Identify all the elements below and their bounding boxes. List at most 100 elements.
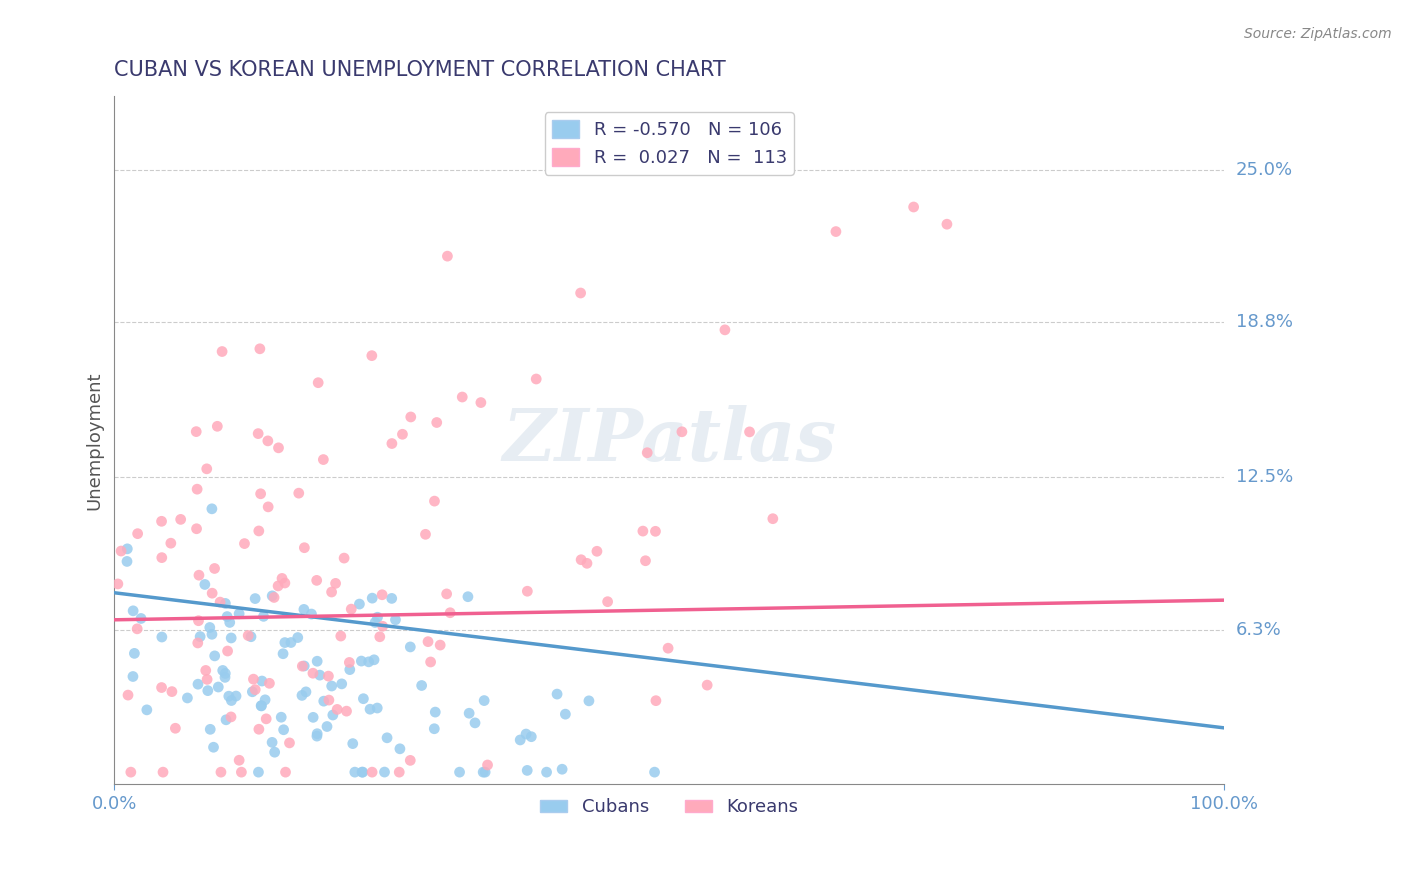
Point — [509, 733, 531, 747]
Point — [305, 729, 328, 743]
Point — [214, 666, 236, 681]
Point — [262, 735, 284, 749]
Point — [291, 689, 314, 703]
Point — [176, 690, 198, 705]
Point — [321, 585, 343, 599]
Point — [371, 588, 394, 602]
Point — [150, 514, 173, 528]
Point — [280, 635, 302, 649]
Point — [363, 653, 385, 667]
Point — [209, 765, 232, 780]
Point — [554, 707, 576, 722]
Text: Source: ZipAtlas.com: Source: ZipAtlas.com — [1244, 27, 1392, 41]
Point — [225, 689, 247, 703]
Text: 12.5%: 12.5% — [1236, 468, 1292, 486]
Point — [247, 723, 270, 737]
Point — [287, 631, 309, 645]
Point — [381, 591, 404, 606]
Point — [903, 200, 925, 214]
Point — [342, 737, 364, 751]
Point — [271, 647, 294, 661]
Point — [124, 646, 146, 660]
Point — [247, 426, 270, 441]
Point — [340, 602, 363, 616]
Point — [357, 655, 380, 669]
Point — [423, 494, 446, 508]
Point — [274, 576, 297, 591]
Point — [271, 571, 294, 585]
Point — [187, 636, 209, 650]
Point — [219, 631, 242, 645]
Point — [292, 659, 315, 673]
Point — [373, 765, 395, 780]
Point — [546, 687, 568, 701]
Point — [231, 765, 253, 780]
Point — [375, 731, 398, 745]
Point — [318, 669, 340, 683]
Point — [115, 554, 138, 568]
Point — [214, 670, 236, 684]
Point — [696, 678, 718, 692]
Point — [762, 512, 785, 526]
Point — [472, 693, 495, 707]
Point — [160, 684, 183, 698]
Point — [187, 614, 209, 628]
Point — [198, 620, 221, 634]
Point — [254, 712, 277, 726]
Point — [122, 604, 145, 618]
Point — [250, 673, 273, 688]
Point — [273, 723, 295, 737]
Text: CUBAN VS KOREAN UNEMPLOYMENT CORRELATION CHART: CUBAN VS KOREAN UNEMPLOYMENT CORRELATION… — [114, 60, 725, 79]
Point — [209, 595, 232, 609]
Point — [249, 342, 271, 356]
Point — [477, 758, 499, 772]
Point — [240, 630, 263, 644]
Point — [221, 693, 243, 707]
Point — [287, 486, 309, 500]
Point — [429, 638, 451, 652]
Point — [127, 526, 149, 541]
Point — [636, 446, 658, 460]
Point — [536, 765, 558, 780]
Point — [322, 708, 344, 723]
Point — [361, 765, 384, 780]
Point — [186, 482, 208, 496]
Point — [318, 693, 340, 707]
Point — [135, 703, 157, 717]
Point — [291, 659, 314, 673]
Point — [451, 390, 474, 404]
Point — [129, 611, 152, 625]
Point — [388, 765, 411, 780]
Point — [411, 678, 433, 692]
Point — [257, 500, 280, 514]
Point — [263, 745, 285, 759]
Point — [644, 765, 666, 780]
Point — [470, 395, 492, 409]
Point — [416, 634, 439, 648]
Point — [337, 656, 360, 670]
Point — [240, 685, 263, 699]
Point — [207, 419, 229, 434]
Point — [551, 762, 574, 776]
Point — [384, 613, 406, 627]
Point — [326, 702, 349, 716]
Point — [242, 672, 264, 686]
Point — [352, 691, 374, 706]
Point — [657, 641, 679, 656]
Point — [312, 452, 335, 467]
Text: ZIPatlas: ZIPatlas — [502, 405, 837, 476]
Point — [201, 586, 224, 600]
Point — [302, 710, 325, 724]
Point — [217, 609, 239, 624]
Point — [359, 702, 381, 716]
Point — [186, 425, 208, 439]
Point — [714, 323, 737, 337]
Point — [250, 698, 273, 713]
Point — [419, 655, 441, 669]
Point — [150, 681, 173, 695]
Point — [423, 722, 446, 736]
Point — [204, 561, 226, 575]
Point — [295, 685, 318, 699]
Point — [825, 225, 848, 239]
Point — [361, 591, 384, 606]
